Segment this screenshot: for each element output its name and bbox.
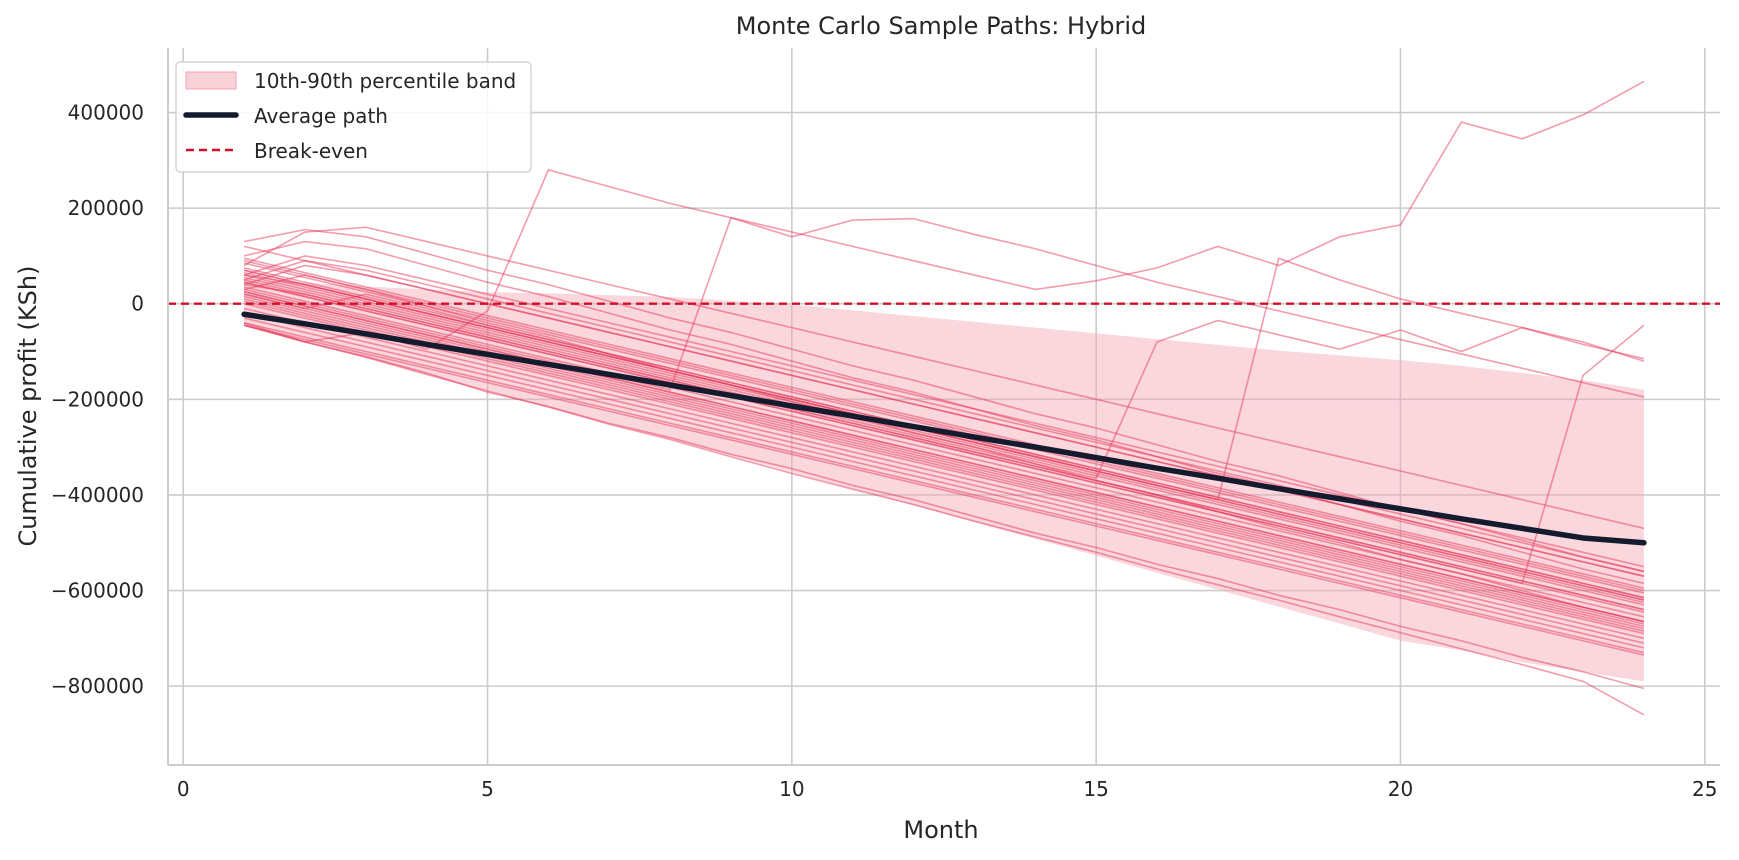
legend-band-swatch	[185, 71, 237, 90]
sample-paths	[243, 80, 1645, 716]
x-tick-label: 0	[177, 777, 190, 801]
y-tick-label: −400000	[51, 483, 144, 507]
y-axis-title: Cumulative profit (KSh)	[14, 266, 42, 547]
sample-path-line	[243, 262, 1645, 594]
legend-frame	[175, 61, 532, 173]
axis-spines	[167, 48, 1720, 766]
legend-label-band: 10th-90th percentile band	[254, 69, 516, 93]
x-tick-labels: 0 5 10 15 20 25	[177, 777, 1718, 801]
sample-path-line	[243, 293, 1645, 625]
x-axis-title: Month	[903, 816, 978, 844]
sample-path-line	[243, 259, 1645, 592]
sample-path-line	[243, 259, 1645, 573]
sample-path-line	[243, 257, 1645, 589]
sample-path-line	[243, 240, 1645, 585]
x-tick-label: 25	[1692, 777, 1717, 801]
legend: 10th-90th percentile band Average path B…	[175, 61, 532, 173]
sample-path-line	[243, 317, 1645, 649]
sample-path-line	[243, 307, 1645, 640]
average-path	[241, 311, 1647, 546]
sample-path-line	[243, 300, 1645, 632]
legend-label-average: Average path	[254, 104, 388, 128]
sample-path-line	[243, 324, 1645, 690]
x-tick-label: 5	[481, 777, 494, 801]
y-tick-label: −600000	[51, 579, 144, 603]
y-tick-label: −200000	[51, 387, 144, 411]
sample-path-line	[243, 322, 1645, 654]
sample-path-line	[243, 279, 1645, 611]
sample-path-line	[243, 291, 1645, 623]
x-tick-label: 20	[1388, 777, 1413, 801]
average-path-line	[241, 311, 1647, 546]
sample-path-line	[243, 281, 1645, 613]
sample-path-line	[243, 324, 1645, 716]
sample-path-line	[243, 324, 1645, 656]
sample-path-line	[243, 269, 1645, 601]
y-tick-label: −800000	[51, 674, 144, 698]
chart-title: Monte Carlo Sample Paths: Hybrid	[736, 12, 1147, 40]
sample-path-line	[243, 302, 1645, 635]
sample-path-line	[243, 286, 1645, 618]
y-tick-label: 200000	[68, 196, 144, 220]
legend-label-break-even: Break-even	[254, 139, 368, 163]
sample-path-line	[243, 80, 1645, 391]
sample-path-line	[243, 274, 1645, 606]
y-tick-labels: 400000 200000 0 −200000 −400000 −600000 −80000…	[51, 101, 144, 699]
y-tick-label: 400000	[68, 101, 144, 125]
sample-path-line	[243, 276, 1645, 480]
sample-path-line	[243, 271, 1645, 604]
x-tick-label: 15	[1083, 777, 1108, 801]
x-tick-label: 10	[779, 777, 804, 801]
sample-path-line	[243, 264, 1645, 577]
sample-path-line	[243, 226, 1645, 530]
y-tick-label: 0	[131, 292, 144, 316]
sample-path-line	[243, 312, 1645, 644]
